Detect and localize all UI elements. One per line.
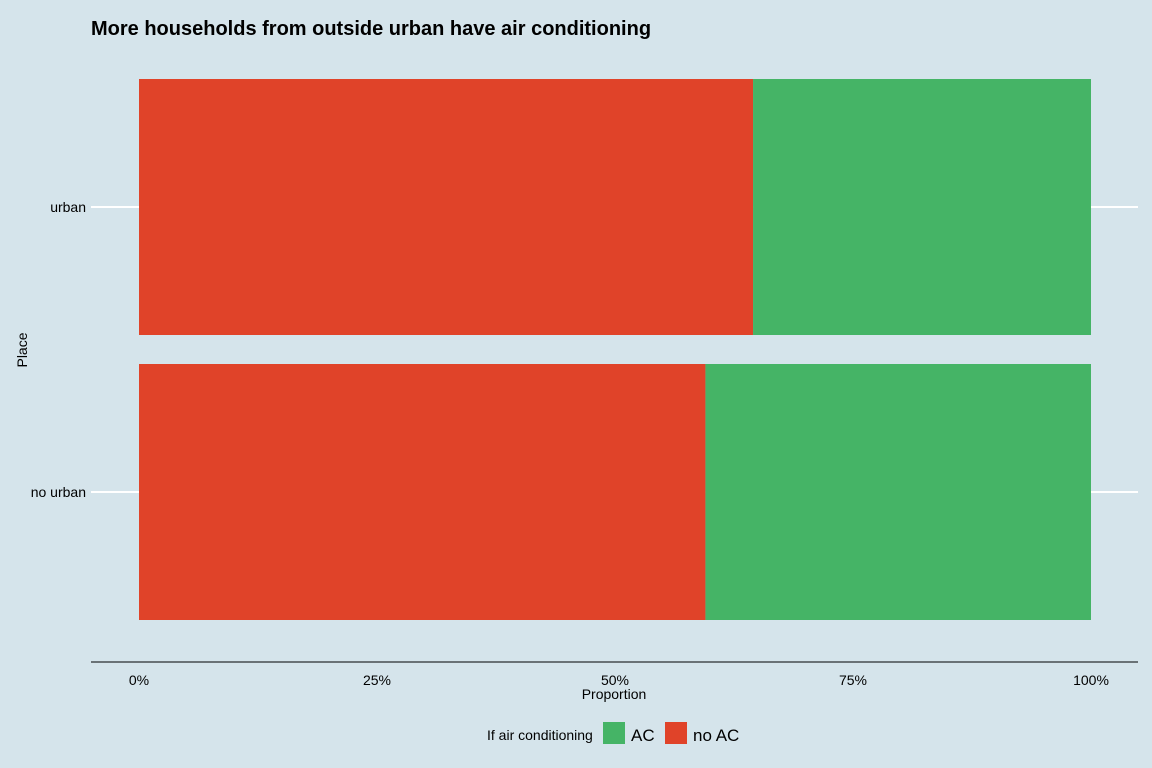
bar-no-urban-no-AC bbox=[139, 364, 706, 620]
chart-title: More households from outside urban have … bbox=[91, 18, 651, 40]
y-tick-labels: urban no urban bbox=[31, 199, 86, 500]
legend-swatch-AC bbox=[603, 722, 625, 744]
bar-urban-AC bbox=[753, 79, 1091, 335]
x-tick-label: 50% bbox=[601, 672, 629, 688]
x-axis-title: Proportion bbox=[582, 686, 647, 702]
y-tick-label: no urban bbox=[31, 484, 86, 500]
legend-title: If air conditioning bbox=[487, 727, 593, 743]
legend-swatch-no-AC bbox=[665, 722, 687, 744]
x-tick-label: 100% bbox=[1073, 672, 1109, 688]
bars bbox=[139, 79, 1091, 620]
legend-label: AC bbox=[631, 726, 655, 745]
bar-urban-no-AC bbox=[139, 79, 754, 335]
y-tick-label: urban bbox=[50, 199, 86, 215]
x-tick-labels: 0% 25% 50% 75% 100% bbox=[129, 672, 1109, 688]
legend-entries: AC no AC bbox=[603, 722, 739, 745]
bar-no-urban-AC bbox=[705, 364, 1091, 620]
x-tick-label: 75% bbox=[839, 672, 867, 688]
legend-label: no AC bbox=[693, 726, 739, 745]
x-tick-label: 25% bbox=[363, 672, 391, 688]
x-tick-label: 0% bbox=[129, 672, 149, 688]
y-axis-title: Place bbox=[14, 332, 30, 367]
legend: If air conditioning AC no AC bbox=[487, 722, 739, 745]
